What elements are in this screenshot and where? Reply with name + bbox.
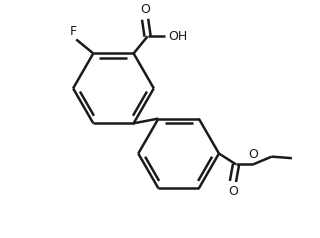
Text: O: O [228,185,238,198]
Text: O: O [140,3,150,15]
Text: F: F [69,25,77,38]
Text: O: O [248,148,258,161]
Text: OH: OH [168,30,188,43]
